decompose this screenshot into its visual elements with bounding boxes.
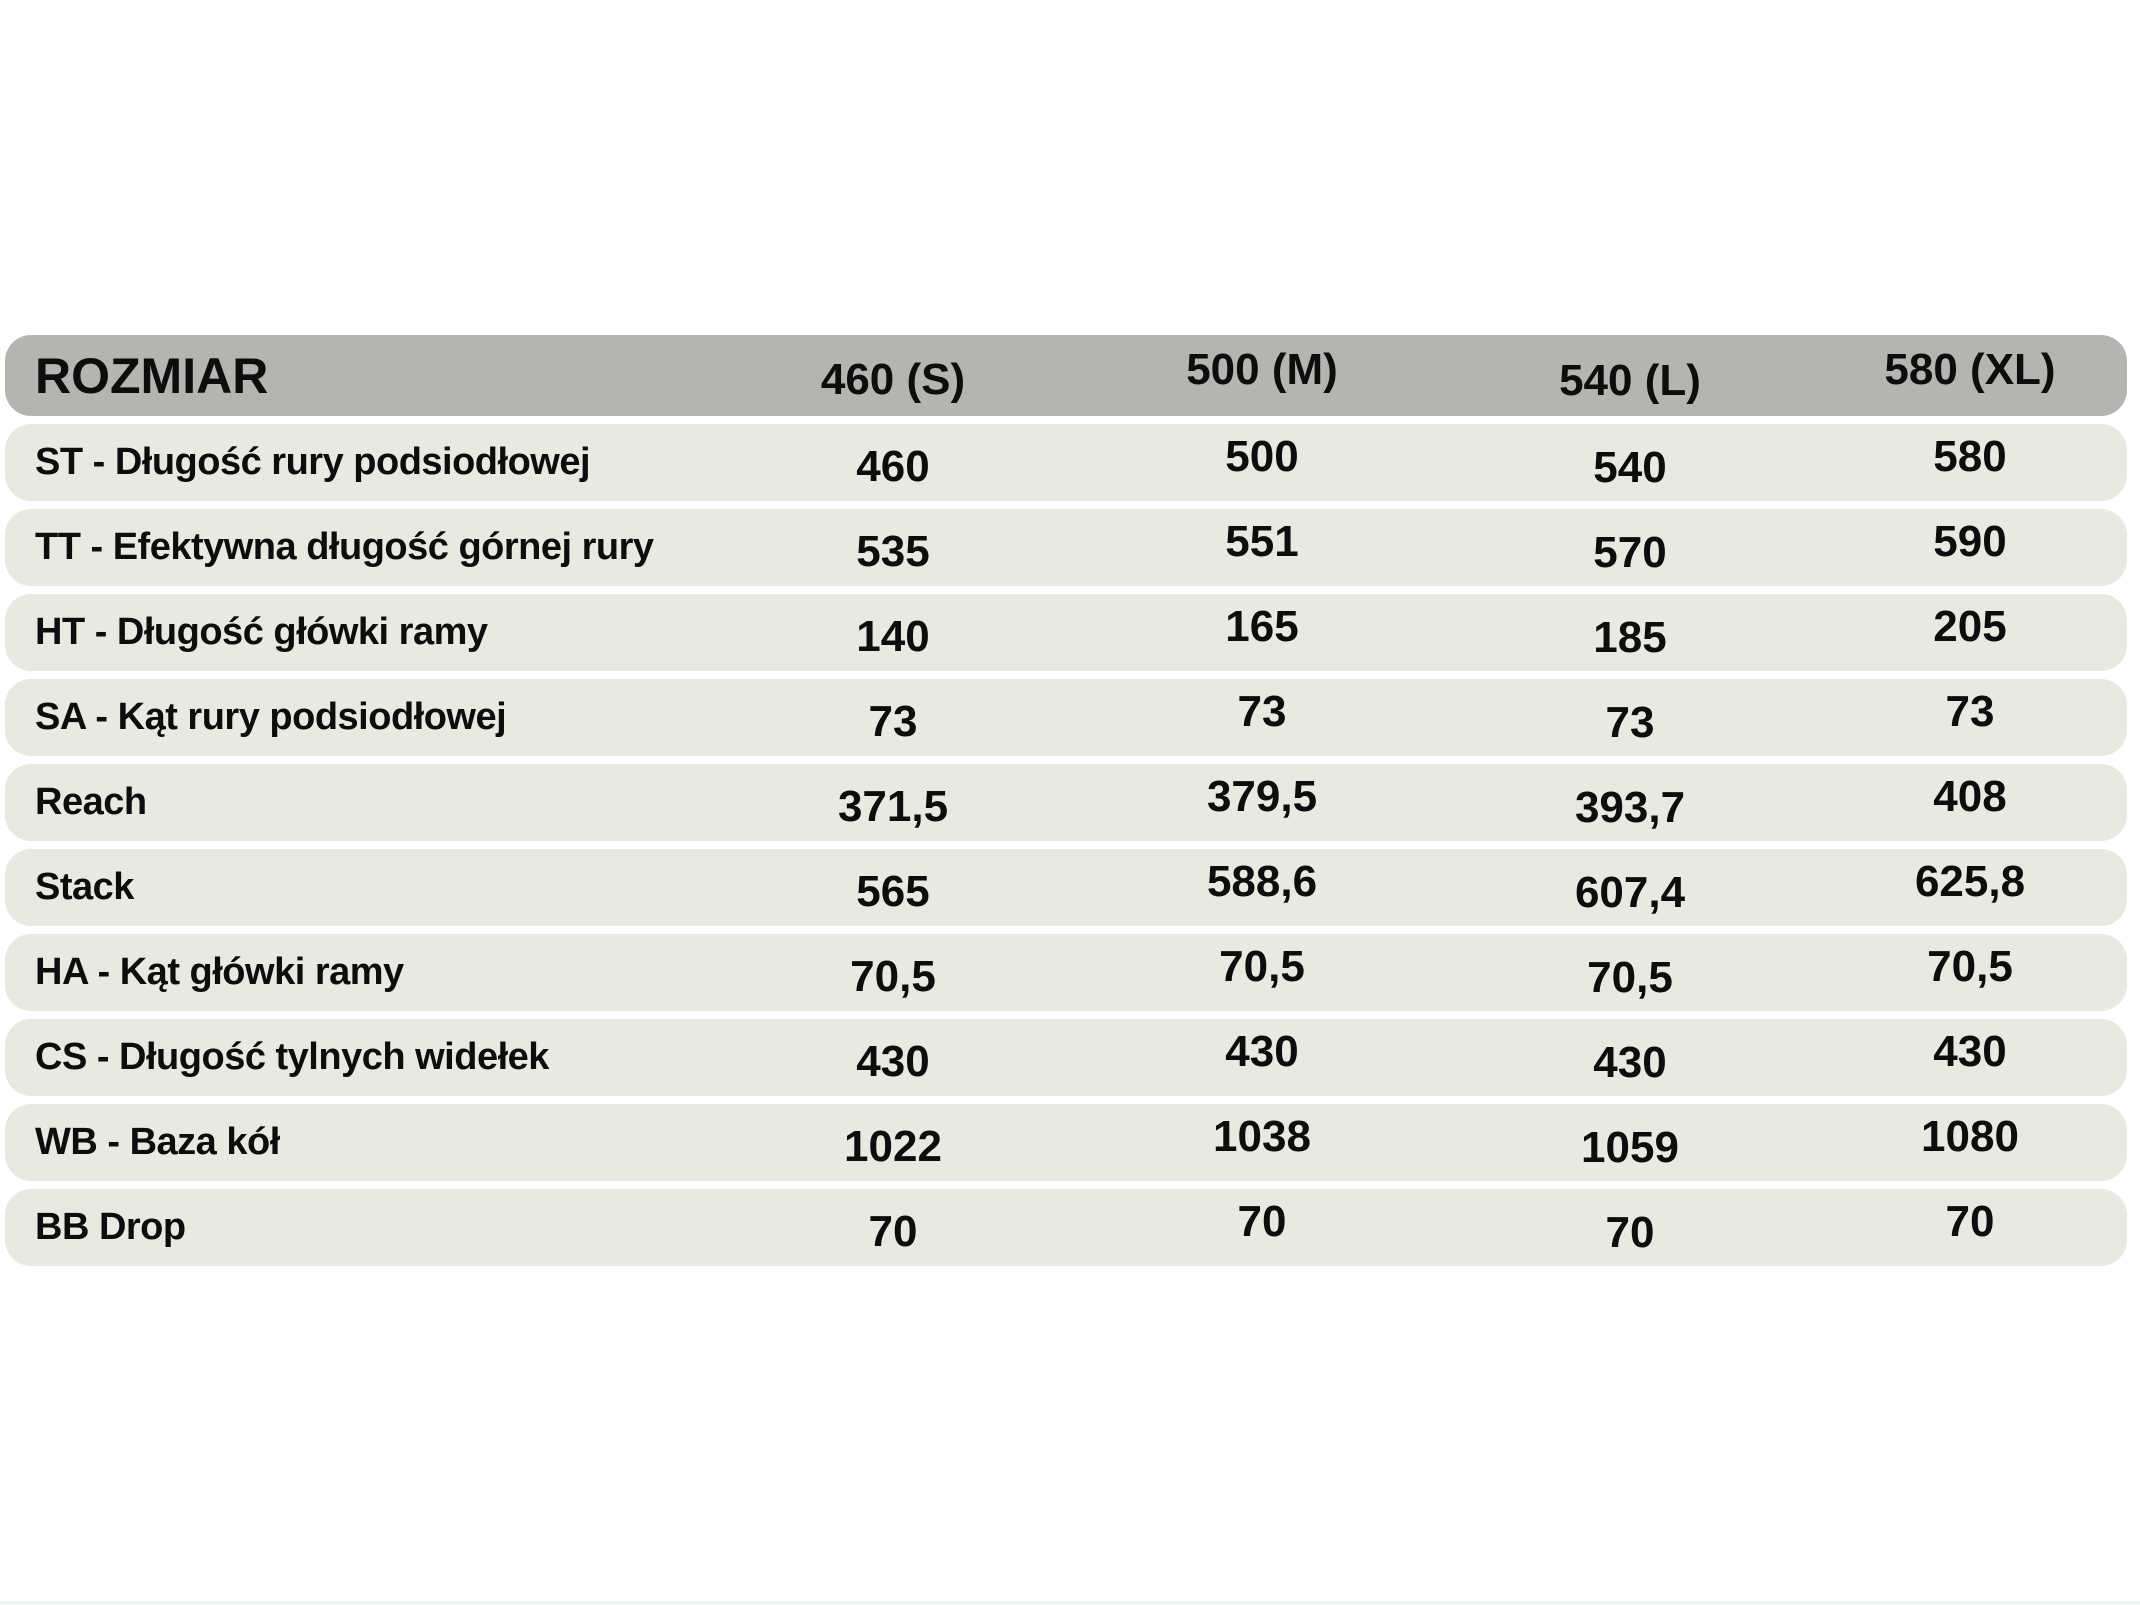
value-cell-m: 73 [1237,686,1287,736]
value-cell-m: 379,5 [1206,771,1318,821]
value-cell-xl: 580 [1933,431,2007,481]
value-cell-l: 1059 [1581,1122,1679,1172]
value-cell-s: 73 [868,696,918,746]
value-cell-s: 140 [856,611,930,661]
bottom-edge-divider [0,1601,2140,1605]
value-cell-s: 70 [868,1206,918,1256]
value-cell-l: 393,7 [1574,782,1686,832]
value-cell-xl: 408 [1933,771,2007,821]
row-label: WB - Baza kół [35,1121,280,1163]
value-cell-s: 70,5 [850,951,936,1001]
row-label: TT - Efektywna długość górnej rury [35,526,654,568]
value-cell-xl: 70 [1945,1196,1995,1246]
value-cell-l: 70,5 [1587,952,1673,1002]
value-cell-l: 185 [1593,612,1667,662]
value-cell-m: 1038 [1213,1111,1311,1161]
value-cell-m: 70,5 [1219,941,1305,991]
table-row: Stack 565 588,6 607,4 625,8 [5,849,2127,926]
table-row: TT - Efektywna długość górnej rury 535 5… [5,509,2127,586]
row-label: Reach [35,781,147,823]
value-cell-s: 371,5 [837,781,949,831]
value-cell-m: 551 [1225,516,1299,566]
value-cell-xl: 1080 [1921,1111,2019,1161]
row-label: CS - Długość tylnych widełek [35,1036,549,1078]
value-cell-s: 430 [856,1036,930,1086]
value-cell-xl: 70,5 [1927,941,2013,991]
value-cell-l: 540 [1593,442,1667,492]
row-label: HT - Długość główki ramy [35,611,488,653]
value-cell-l: 70 [1605,1207,1655,1257]
row-label: ST - Długość rury podsiodłowej [35,441,591,483]
row-label: HA - Kąt główki ramy [35,951,404,993]
value-cell-s: 1022 [844,1121,942,1171]
value-cell-m: 165 [1225,601,1299,651]
table-row: WB - Baza kół 1022 1038 1059 1080 [5,1104,2127,1181]
row-label: BB Drop [35,1206,186,1248]
column-header-size-m: 500 (M) [1186,344,1338,394]
value-cell-l: 73 [1605,697,1655,747]
value-cell-s: 460 [856,441,930,491]
value-cell-l: 430 [1593,1037,1667,1087]
value-cell-m: 70 [1237,1196,1287,1246]
table-row: HT - Długość główki ramy 140 165 185 205 [5,594,2127,671]
value-cell-xl: 430 [1933,1026,2007,1076]
value-cell-m: 430 [1225,1026,1299,1076]
table-row: HA - Kąt główki ramy 70,5 70,5 70,5 70,5 [5,934,2127,1011]
value-cell-xl: 590 [1933,516,2007,566]
table-header-row: ROZMIAR 460 (S) 500 (M) 540 (L) 580 (XL) [5,335,2127,416]
table-row: CS - Długość tylnych widełek 430 430 430… [5,1019,2127,1096]
column-header-size-l: 540 (L) [1559,355,1701,405]
row-label: SA - Kąt rury podsiodłowej [35,696,507,738]
value-cell-xl: 73 [1945,686,1995,736]
table-title: ROZMIAR [35,347,269,404]
table-row: SA - Kąt rury podsiodłowej 73 73 73 73 [5,679,2127,756]
table-row: BB Drop 70 70 70 70 [5,1189,2127,1266]
row-label: Stack [35,866,134,908]
value-cell-m: 500 [1225,431,1299,481]
column-header-size-xl: 580 (XL) [1884,344,2056,394]
table-row: ST - Długość rury podsiodłowej 460 500 5… [5,424,2127,501]
value-cell-l: 570 [1593,527,1667,577]
value-cell-s: 535 [856,526,930,576]
geometry-table: ROZMIAR 460 (S) 500 (M) 540 (L) 580 (XL)… [5,335,2127,1274]
value-cell-l: 607,4 [1574,867,1686,917]
value-cell-s: 565 [856,866,930,916]
column-header-size-s: 460 (S) [820,354,966,404]
value-cell-xl: 625,8 [1914,856,2026,906]
value-cell-m: 588,6 [1206,856,1318,906]
table-rows: ST - Długość rury podsiodłowej 460 500 5… [5,424,2127,1266]
value-cell-xl: 205 [1933,601,2007,651]
table-row: Reach 371,5 379,5 393,7 408 [5,764,2127,841]
